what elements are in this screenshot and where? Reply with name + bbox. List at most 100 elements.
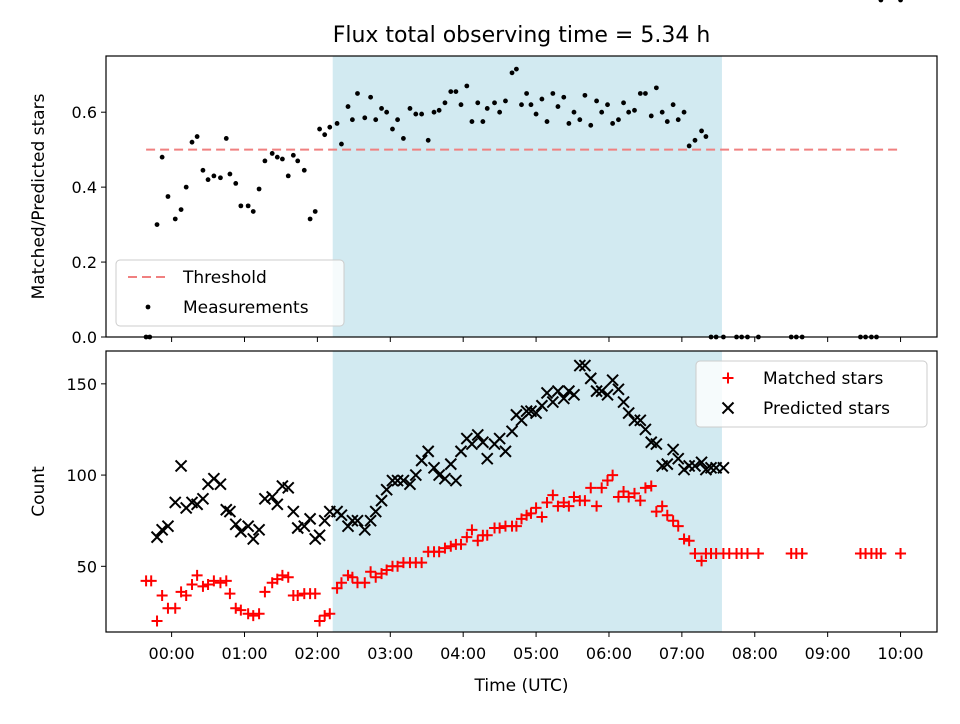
data-point bbox=[351, 514, 364, 527]
data-point bbox=[250, 209, 256, 214]
data-point bbox=[678, 533, 690, 545]
data-point bbox=[455, 538, 467, 550]
data-point bbox=[397, 474, 410, 487]
y-tick-label: 0.4 bbox=[72, 178, 97, 197]
data-point bbox=[796, 548, 808, 560]
data-point bbox=[535, 399, 549, 412]
data-point bbox=[208, 575, 220, 587]
data-point bbox=[675, 117, 681, 123]
x-tick-label: 03:00 bbox=[367, 644, 413, 663]
data-point bbox=[566, 121, 572, 126]
data-point bbox=[464, 83, 470, 89]
data-point bbox=[339, 141, 344, 147]
data-point bbox=[178, 207, 184, 213]
data-point bbox=[544, 119, 550, 124]
data-point bbox=[601, 388, 614, 401]
data-point bbox=[661, 457, 674, 471]
observing-window bbox=[332, 351, 722, 632]
data-point bbox=[415, 454, 428, 467]
data-point bbox=[379, 106, 384, 111]
data-point bbox=[692, 137, 698, 143]
data-point bbox=[445, 540, 457, 552]
data-point bbox=[648, 113, 654, 119]
data-point bbox=[672, 520, 684, 532]
data-point bbox=[561, 94, 567, 100]
data-point bbox=[898, 0, 903, 3]
data-point bbox=[605, 102, 610, 108]
data-point bbox=[699, 128, 704, 134]
data-point bbox=[689, 548, 701, 560]
data-point bbox=[634, 414, 647, 427]
data-point bbox=[656, 500, 668, 512]
data-point bbox=[540, 386, 554, 400]
x-tick-label: 06:00 bbox=[586, 644, 632, 663]
x-axis-label: Time (UTC) bbox=[474, 676, 569, 696]
data-point bbox=[183, 184, 189, 190]
data-point bbox=[682, 459, 696, 473]
data-point bbox=[369, 505, 382, 518]
data-point bbox=[262, 158, 268, 164]
axes-frame bbox=[105, 350, 938, 633]
legend-label: Predicted stars bbox=[763, 399, 890, 419]
data-point bbox=[200, 167, 206, 173]
data-point bbox=[476, 436, 490, 449]
data-point bbox=[290, 152, 296, 158]
data-point bbox=[442, 100, 448, 106]
data-point bbox=[466, 524, 478, 536]
data-point bbox=[471, 428, 484, 442]
data-point bbox=[276, 569, 288, 581]
data-point bbox=[681, 109, 687, 115]
data-point bbox=[313, 529, 326, 542]
data-point bbox=[381, 564, 393, 576]
y-axis-label: Count bbox=[29, 466, 49, 517]
data-point bbox=[416, 557, 428, 569]
data-point bbox=[161, 519, 175, 533]
y-tick-label: 100 bbox=[66, 466, 97, 485]
data-point bbox=[151, 615, 163, 627]
data-point bbox=[364, 514, 377, 527]
data-point bbox=[584, 372, 597, 385]
data-point bbox=[497, 109, 503, 115]
data-point bbox=[588, 122, 594, 128]
legend-marker bbox=[145, 304, 151, 310]
legend-box bbox=[695, 360, 928, 428]
data-point bbox=[362, 115, 368, 121]
data-point bbox=[280, 156, 285, 162]
data-point bbox=[492, 100, 497, 106]
data-point bbox=[703, 134, 709, 139]
data-point bbox=[269, 151, 275, 156]
data-point bbox=[359, 577, 371, 589]
axes-frame bbox=[105, 55, 938, 338]
data-point bbox=[252, 523, 266, 537]
data-point bbox=[259, 586, 271, 598]
data-point bbox=[520, 405, 533, 418]
data-point bbox=[594, 98, 599, 104]
data-point bbox=[639, 423, 652, 436]
data-point bbox=[529, 406, 543, 420]
data-point bbox=[292, 590, 304, 602]
data-point bbox=[664, 119, 670, 124]
data-point bbox=[334, 121, 340, 126]
data-point bbox=[499, 445, 512, 458]
data-point bbox=[688, 459, 702, 473]
data-point bbox=[628, 487, 640, 499]
data-point bbox=[596, 482, 608, 494]
data-point bbox=[645, 480, 657, 492]
data-point bbox=[602, 475, 614, 487]
data-point bbox=[298, 519, 311, 533]
data-point bbox=[439, 542, 451, 554]
data-point bbox=[525, 507, 537, 519]
data-point bbox=[618, 486, 630, 497]
data-point bbox=[875, 548, 887, 560]
data-point bbox=[234, 525, 248, 538]
data-point bbox=[335, 509, 348, 522]
data-point bbox=[562, 384, 576, 398]
data-point bbox=[436, 107, 442, 113]
y-axis-label: Matched/Predicted stars bbox=[29, 93, 49, 299]
data-point bbox=[650, 437, 663, 451]
data-point bbox=[301, 167, 307, 173]
ratio-panel: 0.0 0.2 0.4 0.6 Matched/Predicted stars Thres… bbox=[29, 0, 938, 347]
data-point bbox=[172, 216, 178, 222]
data-point bbox=[458, 102, 464, 108]
data-point bbox=[650, 506, 662, 518]
